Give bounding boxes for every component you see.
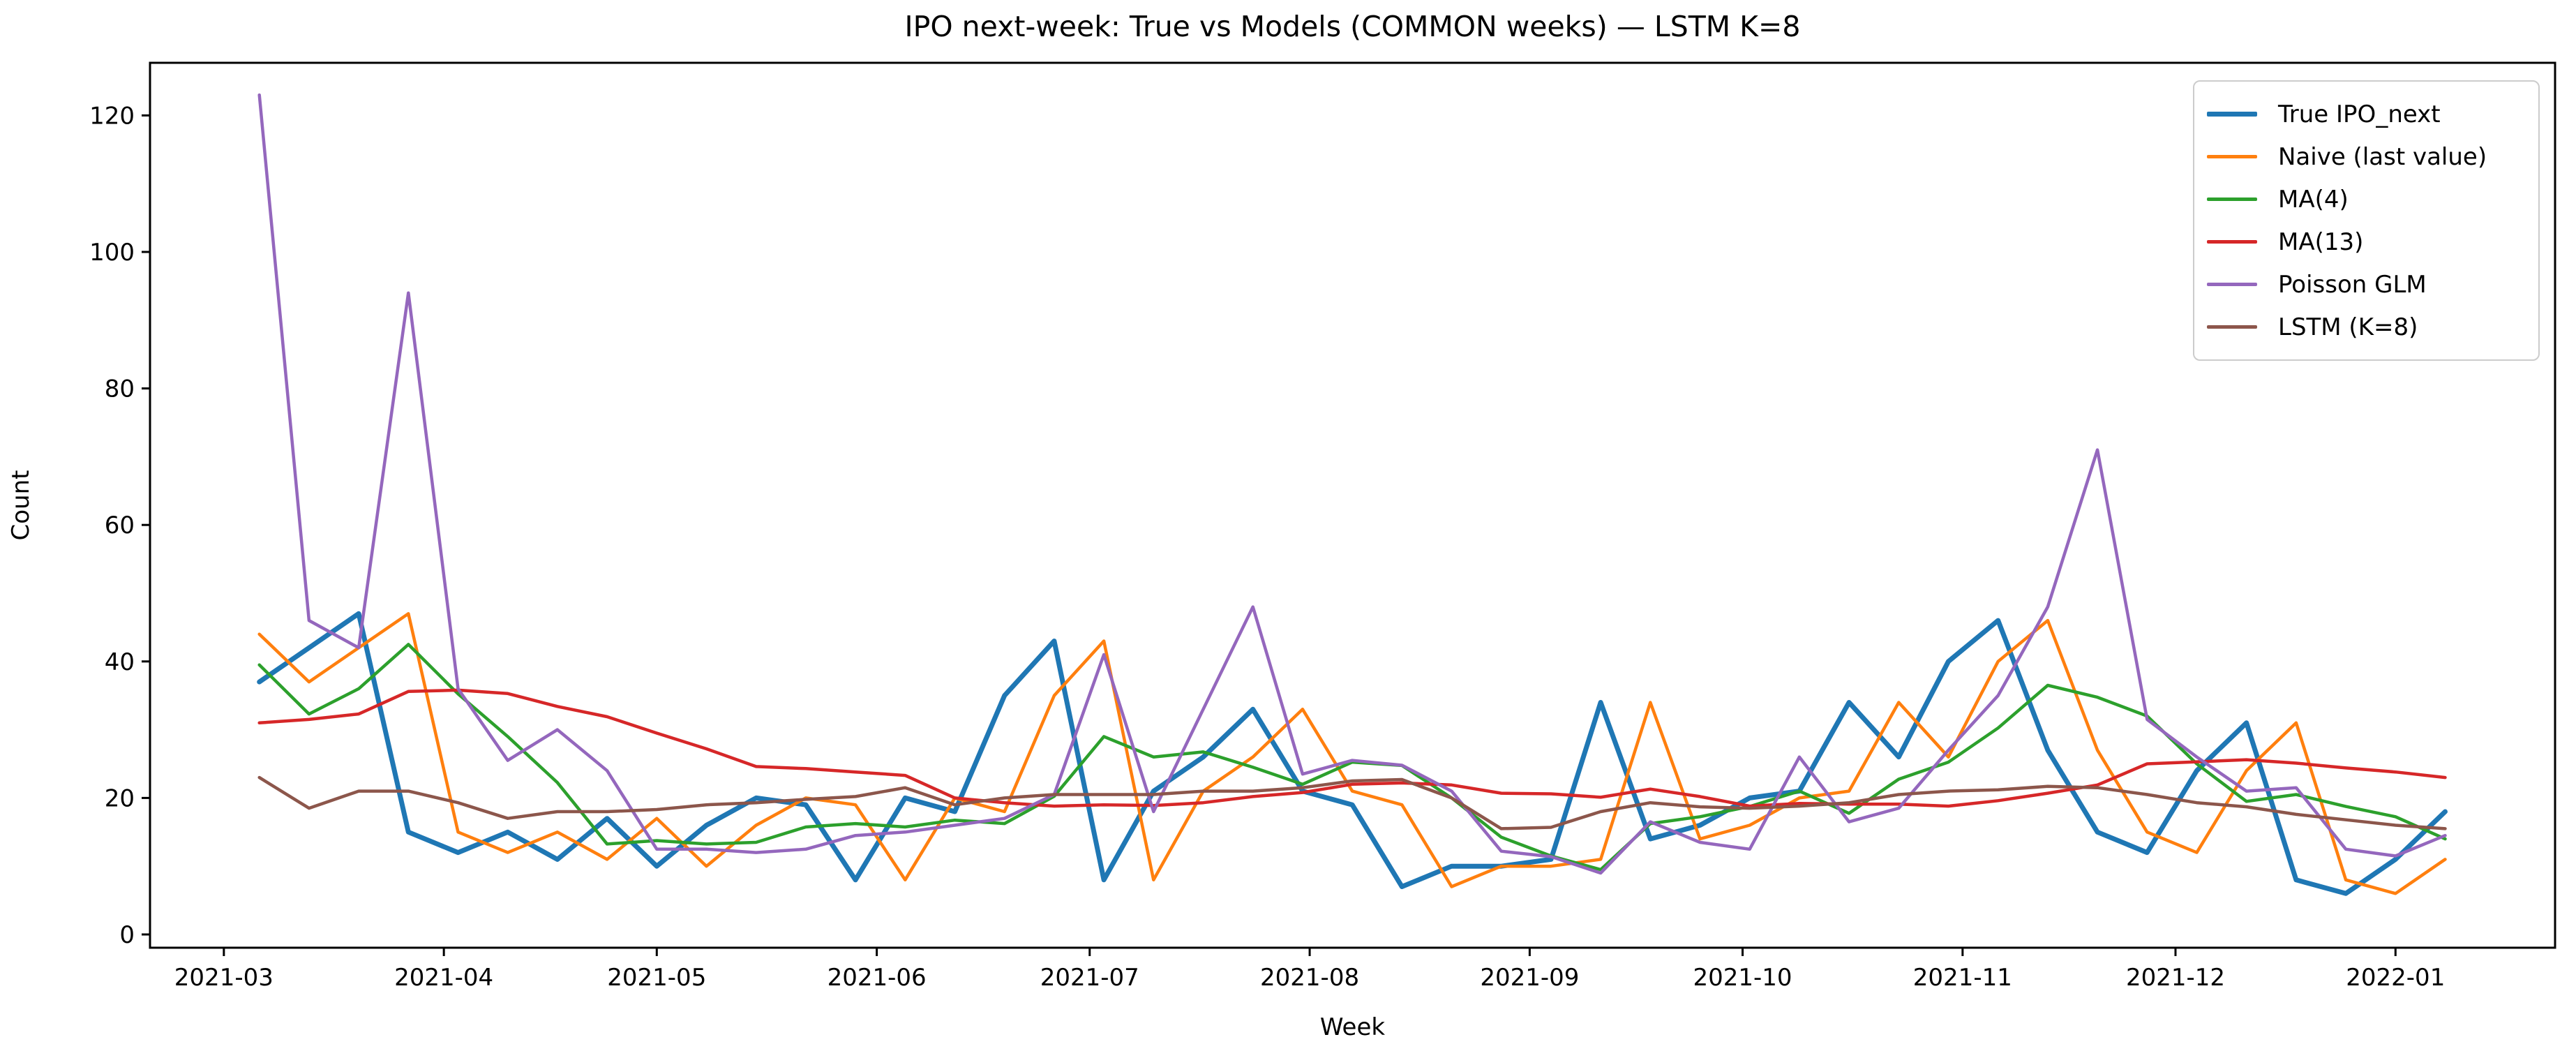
legend-label: Poisson GLM [2278,270,2427,299]
y-tick-label: 120 [89,102,135,130]
x-tick-label: 2021-05 [607,964,706,992]
legend-item: Naive (last value) [2207,135,2538,178]
legend-label: True IPO_next [2278,100,2441,128]
legend-item: True IPO_next [2207,93,2538,135]
series-line-true-ipo-next [257,611,2448,896]
x-tick-label: 2021-09 [1480,964,1579,992]
y-tick-label: 100 [89,239,135,267]
y-tick-label: 0 [119,921,135,949]
legend-line-sample [2207,283,2257,286]
legend-line-sample [2207,325,2257,329]
series-line-lstm-k-8 [257,775,2447,830]
legend-item: MA(13) [2207,221,2538,263]
legend-label: Naive (last value) [2278,142,2487,171]
x-tick-label: 2021-03 [174,964,274,992]
plot-frame [149,61,2556,949]
legend-label: LSTM (K=8) [2278,313,2418,341]
x-tick-label: 2022-01 [2346,964,2445,992]
legend-line-sample [2207,155,2257,158]
legend-label: MA(13) [2278,228,2364,256]
x-tick-label: 2021-08 [1260,964,1359,992]
series-line-poisson-glm [257,93,2447,875]
series-line-ma-4 [257,643,2447,872]
y-tick-label: 80 [105,375,135,403]
x-tick-label: 2021-11 [1913,964,2012,992]
x-tick-label: 2021-10 [1693,964,1792,992]
legend-line-sample [2207,197,2257,201]
y-tick-label: 40 [105,648,135,676]
legend-item: MA(4) [2207,178,2538,221]
y-tick-label: 60 [105,512,135,539]
x-tick-label: 2021-04 [394,964,493,992]
x-tick-label: 2021-06 [828,964,927,992]
series-line-naive-last-value [257,612,2447,895]
y-axis-label: Count [7,470,35,541]
legend-line-sample [2207,112,2257,117]
legend-item: LSTM (K=8) [2207,306,2538,348]
x-axis-label: Week [1319,1013,1386,1041]
x-tick-label: 2021-12 [2126,964,2225,992]
legend-item: Poisson GLM [2207,263,2538,306]
legend-line-sample [2207,240,2257,244]
legend-label: MA(4) [2278,185,2349,214]
x-tick-label: 2021-07 [1040,964,1139,992]
chart-title: IPO next-week: True vs Models (COMMON we… [904,10,1801,43]
y-tick-label: 20 [105,784,135,812]
legend: True IPO_next Naive (last value) MA(4) MA(1… [2193,80,2540,361]
